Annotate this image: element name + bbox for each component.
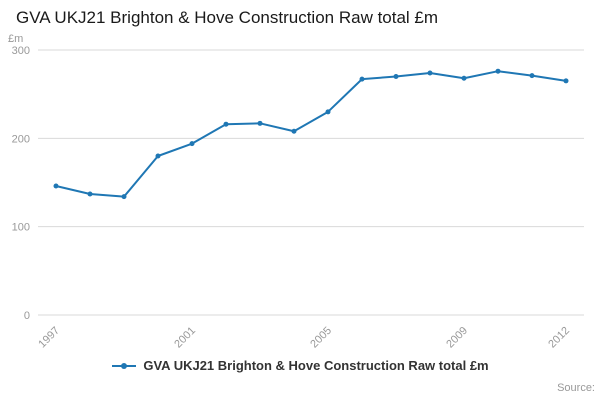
data-point [291, 128, 297, 134]
x-tick-label: 1997 [36, 325, 62, 351]
data-point [563, 78, 569, 84]
y-tick-label: 100 [12, 222, 30, 234]
y-axis-tick-labels: 0 100 200 300 [12, 45, 30, 322]
x-tick-label: 2012 [546, 325, 572, 351]
data-point [495, 68, 501, 74]
series-line [55, 70, 567, 198]
x-tick-label: 2001 [172, 325, 198, 351]
legend: GVA UKJ21 Brighton & Hove Construction R… [0, 358, 600, 373]
y-tick-label: 300 [12, 45, 30, 57]
x-tick-label: 2009 [444, 325, 470, 351]
source-label: Source: [557, 382, 595, 394]
x-tick-label: 2005 [308, 325, 334, 351]
data-point [427, 70, 433, 76]
data-point [257, 120, 263, 126]
data-point [189, 141, 195, 147]
data-point [393, 74, 399, 79]
x-axis-tick-labels: 1997 2001 2005 2009 2012 [36, 325, 572, 351]
gridlines [38, 49, 584, 316]
data-point [461, 75, 467, 81]
y-tick-label: 200 [12, 133, 30, 145]
data-point [359, 76, 365, 82]
legend-label: GVA UKJ21 Brighton & Hove Construction R… [143, 358, 489, 373]
data-point [87, 191, 93, 197]
data-point [325, 109, 331, 115]
y-tick-label: 0 [24, 310, 30, 322]
data-point [155, 153, 161, 159]
line-chart: £m 0 100 200 300 1997 2001 2005 2009 2012 [8, 33, 584, 351]
chart-title: GVA UKJ21 Brighton & Hove Construction R… [16, 8, 439, 27]
data-point [53, 183, 59, 189]
data-point [529, 73, 535, 79]
y-axis-unit-label: £m [8, 33, 23, 45]
data-series [53, 68, 569, 200]
data-point [121, 194, 127, 200]
data-point [223, 121, 229, 127]
legend-marker-icon [112, 362, 137, 369]
